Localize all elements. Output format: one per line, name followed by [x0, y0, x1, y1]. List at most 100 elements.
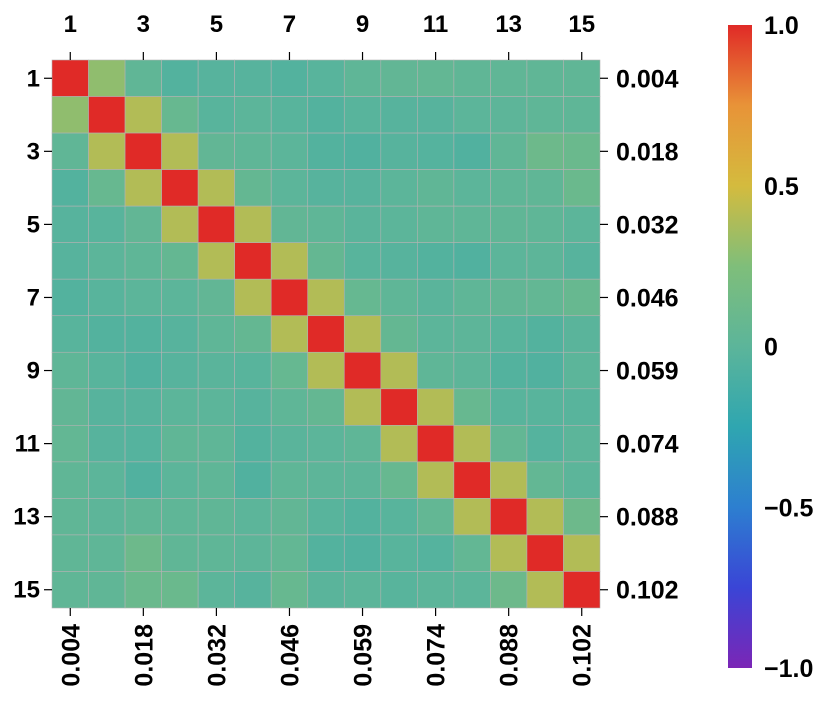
heatmap-cell — [380, 425, 418, 463]
heatmap-cell — [88, 59, 126, 97]
heatmap-cell — [307, 571, 345, 609]
top-tick-label: 7 — [283, 11, 296, 38]
left-tick-label: 9 — [27, 358, 40, 385]
heatmap-cell — [343, 461, 382, 499]
heatmap-cell — [343, 132, 382, 170]
heatmap-cell — [563, 96, 601, 134]
bottom-tick-label: 0.004 — [57, 624, 85, 687]
heatmap-cell — [307, 315, 345, 353]
heatmap-cell — [417, 534, 455, 572]
heatmap-cell — [234, 388, 272, 426]
right-tick-label: 0.088 — [616, 504, 679, 532]
heatmap-cell — [417, 315, 455, 353]
heatmap-cell — [88, 571, 126, 609]
heatmap-cell — [380, 59, 418, 97]
heatmap-cell — [343, 425, 382, 463]
top-tick-label: 5 — [210, 11, 223, 38]
heatmap-cell — [51, 498, 89, 536]
heatmap-cell — [234, 96, 272, 134]
heatmap-cell — [343, 534, 382, 572]
heatmap-cell — [270, 461, 309, 499]
heatmap-cell — [380, 351, 418, 390]
heatmap-cell — [270, 242, 309, 280]
heatmap-cell — [380, 571, 418, 609]
heatmap-cell — [307, 461, 345, 499]
heatmap-cell — [490, 278, 528, 317]
heatmap-cell — [161, 461, 199, 499]
heatmap-cell — [88, 425, 126, 463]
bottom-tick-label: 0.059 — [350, 624, 378, 687]
heatmap-cell — [563, 571, 601, 609]
heatmap-cell — [563, 278, 601, 317]
heatmap-cell — [526, 205, 564, 243]
heatmap-cell — [417, 278, 455, 317]
heatmap-cell — [51, 59, 89, 97]
heatmap-cell — [51, 315, 89, 353]
heatmap-cell — [380, 132, 418, 170]
heatmap-cell — [526, 278, 564, 317]
heatmap-cell — [124, 96, 162, 134]
heatmap-cell — [307, 498, 345, 536]
heatmap-cell — [51, 388, 89, 426]
heatmap-cell — [343, 242, 382, 280]
heatmap-cell — [197, 169, 235, 207]
heatmap-cell — [270, 96, 309, 134]
colorbar-ticks: 1.0 0.5 0 −0.5 −1.0 — [764, 12, 813, 683]
top-tick-label: 11 — [423, 11, 448, 38]
heatmap-cell — [563, 351, 601, 390]
heatmap-cell — [490, 571, 528, 609]
heatmap-cell — [234, 425, 272, 463]
heatmap-cell — [234, 498, 272, 536]
heatmap-cell — [343, 571, 382, 609]
heatmap-cell — [197, 242, 235, 280]
heatmap-cell — [417, 96, 455, 134]
heatmap-cell — [563, 425, 601, 463]
heatmap-cell — [270, 425, 309, 463]
heatmap-cell — [161, 571, 199, 609]
heatmap-cell — [124, 425, 162, 463]
heatmap-cell — [197, 388, 235, 426]
heatmap-cell — [453, 425, 491, 463]
heatmap-cell — [124, 351, 162, 390]
heatmap-cell — [161, 132, 199, 170]
heatmap-cell — [161, 351, 199, 390]
heatmap-cell — [563, 315, 601, 353]
heatmap-cell — [343, 498, 382, 536]
heatmap-cell — [526, 388, 564, 426]
top-tick-label: 15 — [568, 11, 595, 38]
left-tick-label: 5 — [27, 211, 40, 238]
heatmap-cell — [124, 169, 162, 207]
heatmap-cell — [197, 351, 235, 390]
heatmap-cell — [563, 388, 601, 426]
heatmap-cell — [343, 59, 382, 97]
heatmap-cell — [88, 315, 126, 353]
heatmap-cell — [307, 278, 345, 317]
heatmap-cell — [88, 351, 126, 390]
heatmap-cell — [197, 425, 235, 463]
left-tick-label: 13 — [13, 504, 40, 531]
heatmap-cell — [234, 315, 272, 353]
heatmap-cell — [197, 315, 235, 353]
heatmap-cell — [417, 425, 455, 463]
heatmap-cell — [161, 498, 199, 536]
right-tick-label: 0.032 — [616, 211, 679, 239]
heatmap-cell — [124, 571, 162, 609]
heatmap-cell — [380, 96, 418, 134]
heatmap-cell — [343, 351, 382, 390]
colorbar-tick-label: 0.5 — [764, 173, 799, 201]
heatmap-cell — [307, 388, 345, 426]
heatmap-cell — [490, 315, 528, 353]
heatmap-cell — [124, 498, 162, 536]
heatmap-cell — [526, 169, 564, 207]
top-tick-label: 1 — [64, 11, 77, 38]
heatmap-cell — [563, 169, 601, 207]
heatmap-cell — [88, 388, 126, 426]
heatmap-cell — [51, 132, 89, 170]
heatmap-cell — [88, 278, 126, 317]
heatmap-cell — [417, 59, 455, 97]
heatmap-cell — [490, 388, 528, 426]
heatmap-cell — [161, 169, 199, 207]
heatmap-cell — [490, 132, 528, 170]
heatmap-cell — [563, 132, 601, 170]
